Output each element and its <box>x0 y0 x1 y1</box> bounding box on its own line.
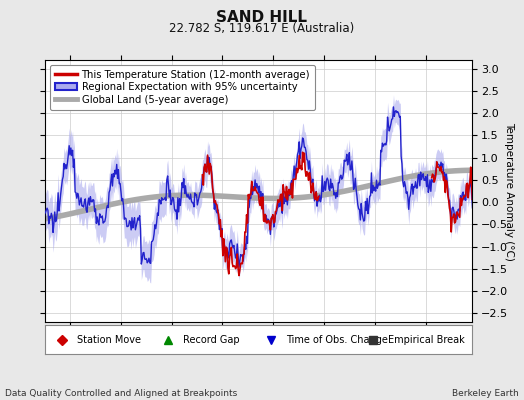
Text: Station Move: Station Move <box>77 334 140 344</box>
Text: 22.782 S, 119.617 E (Australia): 22.782 S, 119.617 E (Australia) <box>169 22 355 35</box>
Text: Berkeley Earth: Berkeley Earth <box>452 389 519 398</box>
Text: Empirical Break: Empirical Break <box>388 334 465 344</box>
Text: SAND HILL: SAND HILL <box>216 10 308 25</box>
Text: Record Gap: Record Gap <box>183 334 240 344</box>
Y-axis label: Temperature Anomaly (°C): Temperature Anomaly (°C) <box>504 122 514 260</box>
Legend: This Temperature Station (12-month average), Regional Expectation with 95% uncer: This Temperature Station (12-month avera… <box>50 65 315 110</box>
Text: Data Quality Controlled and Aligned at Breakpoints: Data Quality Controlled and Aligned at B… <box>5 389 237 398</box>
Text: Time of Obs. Change: Time of Obs. Change <box>286 334 388 344</box>
